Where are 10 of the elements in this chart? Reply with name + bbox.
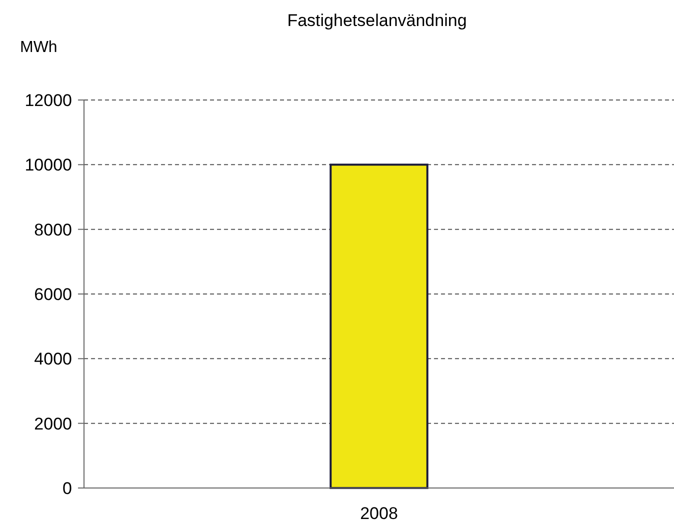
y-tick-label: 2000 <box>34 414 72 434</box>
chart-title: Fastighetselanvändning <box>287 11 467 30</box>
y-tick-label: 4000 <box>34 350 72 369</box>
x-tick-label: 2008 <box>360 504 398 523</box>
y-tick-label: 8000 <box>34 220 72 240</box>
y-tick-label: 6000 <box>34 284 72 304</box>
y-tick-label: 12000 <box>24 90 72 110</box>
y-axis-title: MWh <box>20 39 58 56</box>
y-tick-label: 10000 <box>24 156 72 175</box>
y-tick-label: 0 <box>62 478 72 498</box>
